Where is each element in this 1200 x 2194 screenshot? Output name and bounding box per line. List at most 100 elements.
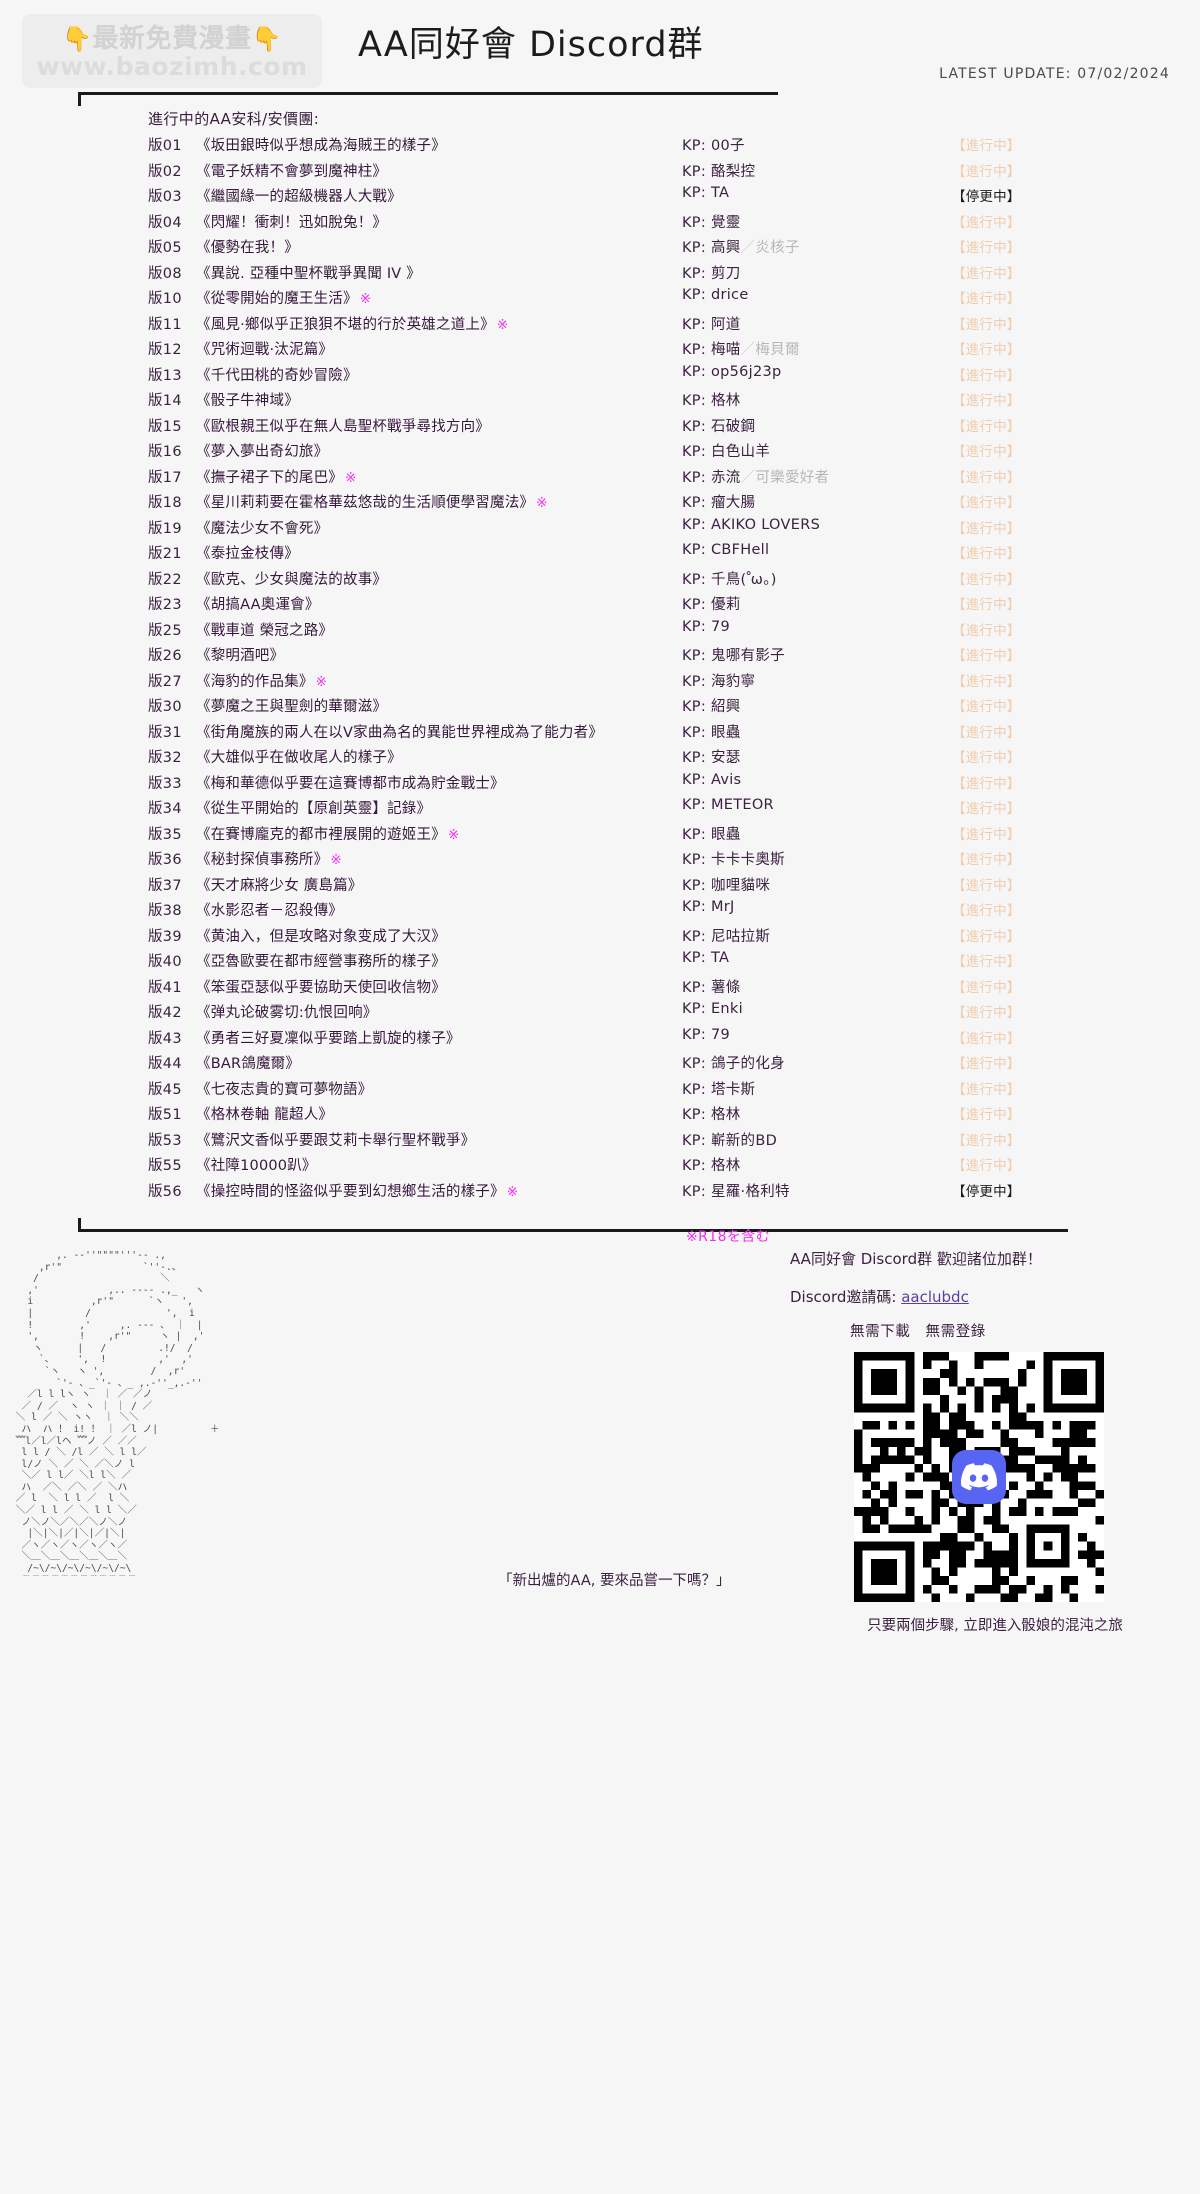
row-series-title[interactable]: 《歐克、少女與魔法的故事》 (196, 571, 388, 588)
table-row[interactable]: 版14 《骰子牛神域》 KP: 格林 【進行中】 (0, 385, 1200, 411)
row-series-title[interactable]: 《在賽博龐克的都市裡展開的遊姬王》 ※ (196, 826, 460, 843)
table-row[interactable]: 版55 《社障10000趴》 KP: 格林 【進行中】 (0, 1150, 1200, 1176)
table-row[interactable]: 版17 《撫子裙子下的尾巴》 ※ KP: 赤流／可樂愛好者 【進行中】 (0, 462, 1200, 488)
row-series-title[interactable]: 《街角魔族的兩人在以V家曲為名的異能世界裡成為了能力者》 (196, 724, 604, 741)
table-row[interactable]: 版03 《繼國緣一的超級機器人大戰》 KP: TA 【停更中】 (0, 181, 1200, 207)
row-series-title[interactable]: 《海豹的作品集》 ※ (196, 673, 328, 690)
row-series-title[interactable]: 《繼國緣一的超級機器人大戰》 (196, 189, 402, 205)
row-series-title[interactable]: 《魔法少女不會死》 (196, 520, 329, 537)
row-series-title[interactable]: 《BAR鴿魔爾》 (196, 1056, 301, 1072)
row-series-title[interactable]: 《坂田銀時似乎想成為海賊王的樣子》 (196, 138, 446, 154)
row-series-title[interactable]: 《電子妖精不會夢到魔神柱》 (196, 163, 388, 180)
row-series-title[interactable]: 《七夜志貴的寶可夢物語》 (196, 1081, 373, 1098)
keeper-label: KP: 梅喵 (682, 342, 741, 358)
table-row[interactable]: 版15 《歐根親王似乎在無人島聖杯戰爭尋找方向》 KP: 石破鋼 【進行中】 (0, 411, 1200, 437)
row-series-title[interactable]: 《骰子牛神域》 (196, 393, 299, 409)
table-row[interactable]: 版34 《從生平開始的【原創英靈】記錄》 KP: METEOR 【進行中】 (0, 793, 1200, 819)
table-row[interactable]: 版37 《天才麻將少女 廣島篇》 KP: 咖哩貓咪 【進行中】 (0, 870, 1200, 896)
row-series-title[interactable]: 《勇者三好夏凜似乎要踏上凱旋的樣子》 (196, 1030, 461, 1047)
row-series-title[interactable]: 《風見·鄉似乎正狼狽不堪的行於英雄之道上》 ※ (196, 316, 509, 333)
table-row[interactable]: 版21 《泰拉金枝傳》 KP: CBFHell 【進行中】 (0, 538, 1200, 564)
row-series-title[interactable]: 《戰車道 榮冠之路》 (196, 622, 334, 639)
status-badge: 【進行中】 (952, 1030, 1021, 1047)
table-row[interactable]: 版13 《千代田桃的奇妙冒險》 KP: op56j23p 【進行中】 (0, 360, 1200, 386)
row-keeper: KP: Avis (682, 772, 741, 788)
table-row[interactable]: 版08 《異說. 亞種中聖杯戰爭異聞 IV 》 KP: 剪刀 【進行中】 (0, 258, 1200, 284)
table-row[interactable]: 版10 《從零開始的魔王生活》 ※ KP: drice 【進行中】 (0, 283, 1200, 309)
table-row[interactable]: 版27 《海豹的作品集》 ※ KP: 海豹寧 【進行中】 (0, 666, 1200, 692)
row-series-title[interactable]: 《笨蛋亞瑟似乎要協助天使回收信物》 (196, 979, 446, 996)
row-series-title[interactable]: 《咒術迴戰·汰泥篇》 (196, 342, 334, 358)
table-row[interactable]: 版05 《優勢在我！》 KP: 高興／炎核子 【進行中】 (0, 232, 1200, 258)
table-row[interactable]: 版22 《歐克、少女與魔法的故事》 KP: 千鳥(ﹾω。) 【進行中】 (0, 564, 1200, 590)
row-keeper: KP: 千鳥(ﹾω。) (682, 568, 777, 589)
table-row[interactable]: 版42 《弹丸论破雾切:仇恨回响》 KP: Enki 【進行中】 (0, 997, 1200, 1023)
table-row[interactable]: 版44 《BAR鴿魔爾》 KP: 鴿子的化身 【進行中】 (0, 1048, 1200, 1074)
row-series-title[interactable]: 《撫子裙子下的尾巴》 ※ (196, 469, 357, 486)
keeper-label: KP: 眼蟲 (682, 826, 741, 843)
table-row[interactable]: 版43 《勇者三好夏凜似乎要踏上凱旋的樣子》 KP: 79 【進行中】 (0, 1023, 1200, 1049)
row-series-title[interactable]: 《格林卷軸 龍超人》 (196, 1107, 334, 1123)
table-row[interactable]: 版45 《七夜志貴的寶可夢物語》 KP: 塔卡斯 【進行中】 (0, 1074, 1200, 1100)
row-series-title[interactable]: 《黎明酒吧》 (196, 648, 285, 664)
table-row[interactable]: 版30 《夢魔之王與聖劍的華爾滋》 KP: 紹興 【進行中】 (0, 691, 1200, 717)
table-row[interactable]: 版16 《夢入夢出奇幻旅》 KP: 白色山羊 【進行中】 (0, 436, 1200, 462)
table-row[interactable]: 版39 《黄油入，但是攻略对象变成了大汉》 KP: 尼咕拉斯 【進行中】 (0, 921, 1200, 947)
keeper-label: KP: 鬼哪有影子 (682, 648, 785, 664)
table-row[interactable]: 版40 《亞魯歐要在都市經營事務所的樣子》 KP: TA 【進行中】 (0, 946, 1200, 972)
row-series-title[interactable]: 《泰拉金枝傳》 (196, 546, 299, 562)
row-keeper: KP: 嶄新的BD (682, 1129, 777, 1150)
row-series-title[interactable]: 《鷺沢文香似乎要跟艾莉卡舉行聖杯戰爭》 (196, 1132, 476, 1149)
table-row[interactable]: 版19 《魔法少女不會死》 KP: AKIKO LOVERS 【進行中】 (0, 513, 1200, 539)
table-row[interactable]: 版35 《在賽博龐克的都市裡展開的遊姬王》 ※ KP: 眼蟲 【進行中】 (0, 819, 1200, 845)
row-series-title[interactable]: 《從生平開始的【原創英靈】記錄》 (196, 801, 432, 817)
keeper-label: KP: 瘤大腸 (682, 495, 756, 511)
table-row[interactable]: 版02 《電子妖精不會夢到魔神柱》 KP: 酪梨控 【進行中】 (0, 156, 1200, 182)
table-row[interactable]: 版11 《風見·鄉似乎正狼狽不堪的行於英雄之道上》 ※ KP: 阿道 【進行中】 (0, 309, 1200, 335)
row-series-title[interactable]: 《異說. 亞種中聖杯戰爭異聞 IV 》 (196, 265, 421, 282)
row-series-title[interactable]: 《閃耀！衝刺！迅如脫兔！》 (196, 214, 388, 231)
table-row[interactable]: 版18 《星川莉莉要在霍格華茲悠哉的生活順便學習魔法》 ※ KP: 瘤大腸 【進行中】 (0, 487, 1200, 513)
table-row[interactable]: 版38 《水影忍者－忍殺傳》 KP: MrJ 【進行中】 (0, 895, 1200, 921)
row-series-title[interactable]: 《秘封探偵事務所》 ※ (196, 852, 342, 868)
row-series-title[interactable]: 《胡搞AA奧運會》 (196, 597, 320, 613)
table-row[interactable]: 版56 《操控時間的怪盜似乎要到幻想鄉生活的樣子》 ※ KP: 星羅·格利特 【停更中】 (0, 1176, 1200, 1202)
row-series-title[interactable]: 《天才麻將少女 廣島篇》 (196, 877, 363, 894)
row-series-title[interactable]: 《千代田桃的奇妙冒險》 (196, 367, 358, 384)
table-row[interactable]: 版51 《格林卷軸 龍超人》 KP: 格林 【進行中】 (0, 1099, 1200, 1125)
row-series-title[interactable]: 《從零開始的魔王生活》 ※ (196, 291, 372, 307)
table-row[interactable]: 版01 《坂田銀時似乎想成為海賊王的樣子》 KP: 00子 【進行中】 (0, 130, 1200, 156)
status-badge: 【進行中】 (952, 1158, 1021, 1174)
row-series-title[interactable]: 《夢入夢出奇幻旅》 (196, 444, 329, 460)
row-keeper: KP: TA (682, 950, 729, 966)
row-series-title[interactable]: 《梅和華德似乎要在這賽博都市成為貯金戰士》 (196, 775, 505, 792)
row-series-title[interactable]: 《亞魯歐要在都市經營事務所的樣子》 (196, 954, 446, 970)
qr-code-caption: 只要兩個步驟, 立即進入骰娘的混沌之旅 (867, 1618, 1123, 1634)
table-row[interactable]: 版33 《梅和華德似乎要在這賽博都市成為貯金戰士》 KP: Avis 【進行中】 (0, 768, 1200, 794)
table-row[interactable]: 版25 《戰車道 榮冠之路》 KP: 79 【進行中】 (0, 615, 1200, 641)
row-series-title[interactable]: 《星川莉莉要在霍格華茲悠哉的生活順便學習魔法》 ※ (196, 495, 548, 511)
row-series-title[interactable]: 《優勢在我！》 (196, 240, 299, 256)
table-row[interactable]: 版53 《鷺沢文香似乎要跟艾莉卡舉行聖杯戰爭》 KP: 嶄新的BD 【進行中】 (0, 1125, 1200, 1151)
row-series-title[interactable]: 《黄油入，但是攻略对象变成了大汉》 (196, 928, 446, 945)
table-row[interactable]: 版12 《咒術迴戰·汰泥篇》 KP: 梅喵／梅貝爾 【進行中】 (0, 334, 1200, 360)
table-row[interactable]: 版36 《秘封探偵事務所》 ※ KP: 卡卡卡奧斯 【進行中】 (0, 844, 1200, 870)
row-series-title[interactable]: 《社障10000趴》 (196, 1158, 317, 1174)
row-keeper: KP: 鬼哪有影子 (682, 644, 785, 665)
row-series-title[interactable]: 《弹丸论破雾切:仇恨回响》 (196, 1005, 378, 1021)
status-badge: 【進行中】 (952, 240, 1021, 256)
table-row[interactable]: 版32 《大雄似乎在做收尾人的樣子》 KP: 安瑟 【進行中】 (0, 742, 1200, 768)
table-row[interactable]: 版23 《胡搞AA奧運會》 KP: 優莉 【進行中】 (0, 589, 1200, 615)
table-row[interactable]: 版41 《笨蛋亞瑟似乎要協助天使回收信物》 KP: 薯條 【進行中】 (0, 972, 1200, 998)
table-row[interactable]: 版04 《閃耀！衝刺！迅如脫兔！》 KP: 覺靈 【進行中】 (0, 207, 1200, 233)
keeper-label: KP: 星羅·格利特 (682, 1183, 790, 1200)
discord-qr-code[interactable] (854, 1352, 1104, 1602)
table-row[interactable]: 版26 《黎明酒吧》 KP: 鬼哪有影子 【進行中】 (0, 640, 1200, 666)
row-series-title[interactable]: 《水影忍者－忍殺傳》 (196, 903, 343, 919)
row-series-title[interactable]: 《夢魔之王與聖劍的華爾滋》 (196, 699, 388, 715)
table-row[interactable]: 版31 《街角魔族的兩人在以V家曲為名的異能世界裡成為了能力者》 KP: 眼蟲 【進行… (0, 717, 1200, 743)
discord-invite-code-link[interactable]: aaclubdc (901, 1288, 969, 1306)
row-series-title[interactable]: 《歐根親王似乎在無人島聖杯戰爭尋找方向》 (196, 418, 490, 435)
row-series-title[interactable]: 《操控時間的怪盜似乎要到幻想鄉生活的樣子》 ※ (196, 1183, 519, 1200)
row-series-title[interactable]: 《大雄似乎在做收尾人的樣子》 (196, 750, 402, 766)
